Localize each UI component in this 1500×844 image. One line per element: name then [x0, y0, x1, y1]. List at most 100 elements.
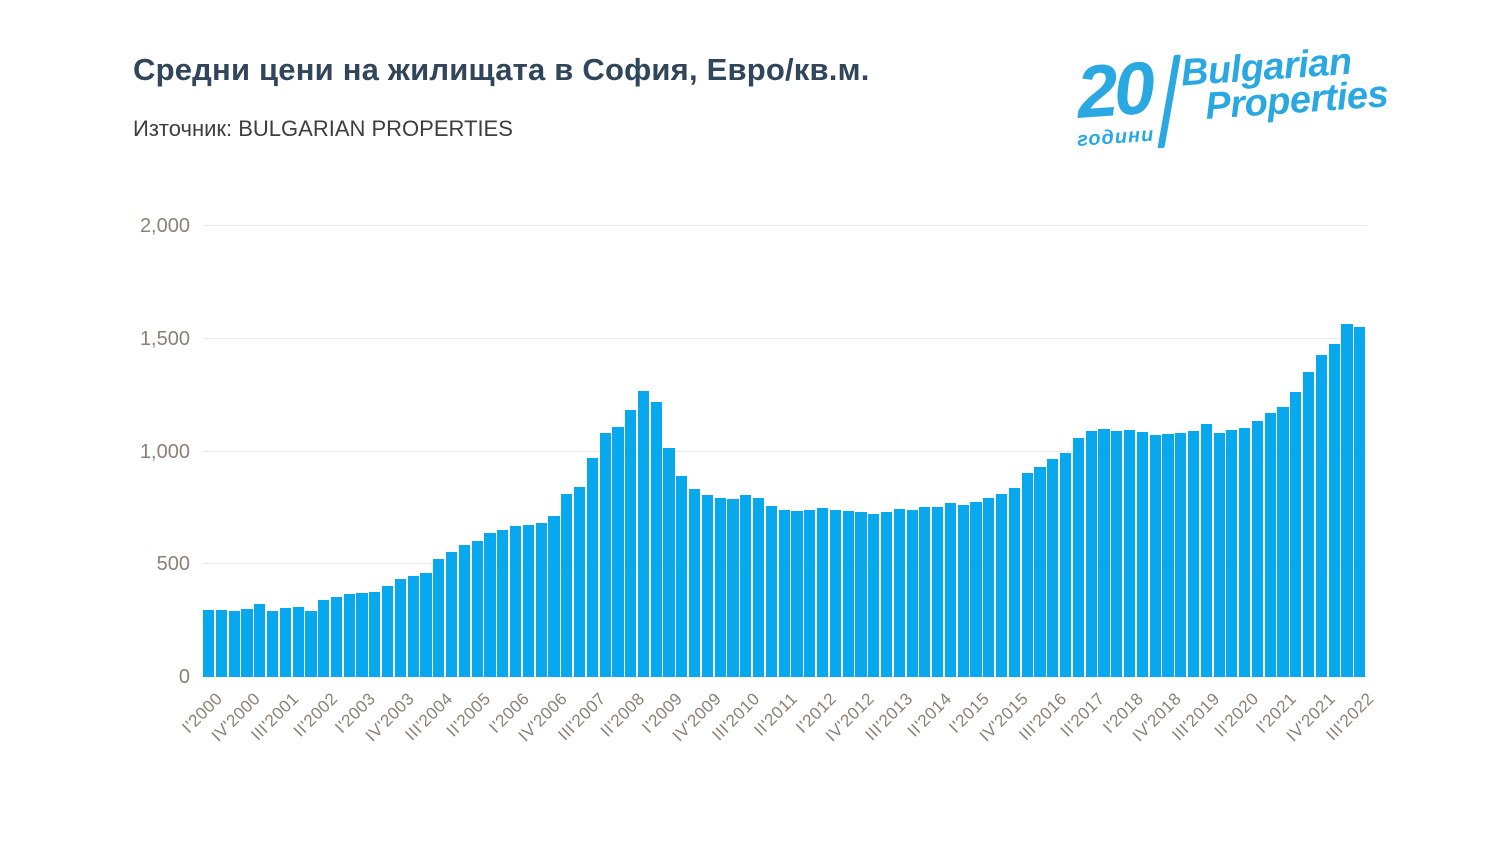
bar-I'2012: [816, 508, 829, 677]
bar-III'2011: [791, 511, 803, 677]
bar-IV'2000: [241, 609, 253, 677]
y-tick-1,500: 1,500: [139, 327, 190, 350]
bar-IV'2003: [394, 578, 407, 677]
bar-II'2018: [1136, 432, 1148, 677]
bar-I'2018: [1123, 430, 1136, 677]
bar-II'2007: [573, 486, 586, 677]
bar-II'2014: [932, 506, 944, 677]
bar-I'2007: [561, 494, 573, 677]
logo-years-word: години: [1076, 123, 1155, 151]
bar-II'2017: [1085, 431, 1097, 677]
bar-II'2001: [266, 610, 279, 677]
bar-IV'2006: [548, 516, 560, 677]
bar-III'2013: [893, 509, 905, 677]
bar-III'2007: [586, 458, 598, 677]
y-tick-0: 0: [178, 666, 190, 688]
bar-IV'2015: [1008, 488, 1021, 677]
bar-IV'2012: [855, 511, 867, 677]
bar-II'2010: [727, 498, 739, 677]
bar-IV'2020: [1264, 412, 1276, 677]
y-tick-500: 500: [156, 553, 190, 576]
bar-I'2006: [509, 526, 522, 677]
logo-20-number: 20: [1073, 45, 1154, 134]
source-label: Източник: BULGARIAN PROPERTIES: [133, 116, 513, 141]
page-title: Средни цени на жилищата в София, Евро/кв…: [133, 52, 870, 87]
bar-I'2004: [407, 575, 419, 677]
y-tick-2,000: 2,000: [139, 215, 190, 237]
bar-III'2009: [689, 488, 701, 677]
bar-III'2010: [740, 494, 752, 677]
bar-IV'2004: [446, 551, 458, 677]
bar-II'2011: [778, 510, 790, 677]
bar-IV'2005: [497, 529, 509, 677]
bar-III'2021: [1303, 372, 1315, 677]
bar-II'2020: [1239, 427, 1251, 677]
bar-IV'2021: [1315, 354, 1328, 677]
bar-II'2019: [1187, 430, 1200, 677]
bar-I'2010: [714, 497, 726, 677]
y-tick-1,000: 1,000: [139, 440, 190, 463]
bar-I'2022: [1328, 343, 1340, 677]
bar-II'2013: [880, 511, 893, 677]
logo-brand-name: Bulgarian Properties: [1180, 38, 1390, 128]
bar-IV'2001: [292, 607, 304, 677]
bar-II'2009: [676, 475, 688, 677]
bar-I'2021: [1277, 407, 1289, 677]
bar-IV'2016: [1060, 453, 1072, 677]
bar-III'2022: [1354, 327, 1366, 677]
bar-III'2020: [1251, 421, 1264, 677]
bar-I'2003: [356, 593, 368, 677]
bar-IV'2009: [701, 495, 714, 677]
bar-IV'2008: [650, 401, 662, 677]
bar-II'2016: [1034, 466, 1046, 677]
logo-anniversary: 20 години: [1072, 45, 1155, 152]
bar-I'2019: [1175, 433, 1187, 677]
bar-III'2004: [433, 558, 445, 677]
bar-III'2012: [842, 510, 854, 677]
bar-IV'2011: [804, 510, 816, 677]
bar-I'2002: [305, 610, 317, 677]
bar-I'2013: [868, 513, 880, 677]
bar-III'2003: [382, 585, 394, 677]
bar-IV'2017: [1111, 430, 1123, 677]
gridline-1,000: [203, 450, 1367, 452]
bar-I'2015: [970, 502, 982, 677]
bar-IV'2013: [906, 509, 918, 677]
bar-II'2002: [318, 599, 330, 677]
gridline-1,500: [203, 337, 1367, 339]
bar-IV'2019: [1213, 433, 1225, 677]
bar-I'2016: [1021, 472, 1033, 677]
bar-III'2015: [996, 493, 1008, 677]
plot-area: [203, 225, 1367, 677]
bar-II'2022: [1341, 324, 1353, 677]
bar-II'2005: [471, 540, 483, 677]
logo-brand-line2: Properties: [1203, 73, 1390, 128]
bar-II'2004: [420, 573, 432, 677]
bar-III'2002: [330, 596, 343, 677]
bar-III'2018: [1149, 434, 1161, 677]
bar-II'2006: [522, 525, 534, 677]
bar-I'2020: [1226, 429, 1238, 677]
bar-III'2008: [637, 391, 650, 677]
bar-III'2000: [228, 610, 240, 677]
bar-IV'2007: [599, 432, 611, 677]
bar-I'2014: [919, 507, 931, 677]
logo-slash-divider: [1157, 54, 1182, 149]
bar-I'2001: [254, 603, 266, 677]
bar-I'2008: [612, 427, 624, 677]
bar-III'2019: [1200, 423, 1212, 677]
bar-II'2012: [829, 510, 841, 677]
bar-IV'2010: [753, 497, 765, 677]
bar-II'2003: [369, 592, 381, 677]
bar-II'2015: [983, 497, 995, 677]
bar-III'2017: [1098, 429, 1110, 677]
bar-II'2000: [215, 610, 227, 677]
bar-I'2009: [663, 447, 675, 677]
gridline-2,000: [203, 225, 1367, 226]
bar-I'2011: [765, 505, 777, 677]
bar-I'2005: [458, 545, 470, 677]
bar-IV'2002: [343, 594, 355, 677]
bar-I'2017: [1072, 437, 1084, 677]
bulgarian-properties-logo: 20 години Bulgarian Properties: [1072, 36, 1424, 170]
